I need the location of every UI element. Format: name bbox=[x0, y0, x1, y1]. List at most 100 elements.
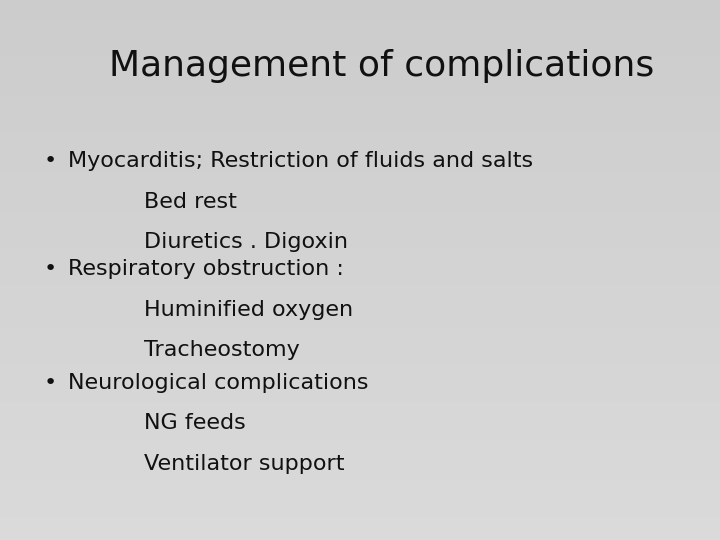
Bar bbox=[0, 202, 720, 205]
Bar bbox=[0, 194, 720, 197]
Bar bbox=[0, 451, 720, 454]
Bar bbox=[0, 184, 720, 186]
Bar bbox=[0, 275, 720, 278]
Bar bbox=[0, 3, 720, 5]
Bar bbox=[0, 470, 720, 472]
Bar bbox=[0, 375, 720, 378]
Bar bbox=[0, 192, 720, 194]
Bar bbox=[0, 70, 720, 73]
Bar bbox=[0, 211, 720, 213]
Bar bbox=[0, 346, 720, 348]
Text: Myocarditis; Restriction of fluids and salts: Myocarditis; Restriction of fluids and s… bbox=[68, 151, 534, 171]
Bar bbox=[0, 281, 720, 284]
Bar bbox=[0, 103, 720, 105]
Bar bbox=[0, 230, 720, 232]
Bar bbox=[0, 140, 720, 143]
Bar bbox=[0, 521, 720, 524]
Bar bbox=[0, 408, 720, 410]
Bar bbox=[0, 181, 720, 184]
Bar bbox=[0, 227, 720, 229]
Bar bbox=[0, 138, 720, 140]
Bar bbox=[0, 332, 720, 335]
Text: •: • bbox=[43, 373, 56, 393]
Bar bbox=[0, 270, 720, 273]
Bar bbox=[0, 529, 720, 532]
Bar bbox=[0, 219, 720, 221]
Bar bbox=[0, 86, 720, 89]
Bar bbox=[0, 113, 720, 116]
Bar bbox=[0, 446, 720, 448]
Bar bbox=[0, 30, 720, 32]
Bar bbox=[0, 478, 720, 481]
Bar bbox=[0, 197, 720, 200]
Text: Bed rest: Bed rest bbox=[144, 192, 237, 212]
Text: •: • bbox=[43, 259, 56, 279]
Text: Diuretics . Digoxin: Diuretics . Digoxin bbox=[144, 232, 348, 252]
Bar bbox=[0, 238, 720, 240]
Bar bbox=[0, 410, 720, 413]
Bar bbox=[0, 254, 720, 256]
Bar bbox=[0, 94, 720, 97]
Bar bbox=[0, 335, 720, 338]
Bar bbox=[0, 24, 720, 27]
Bar bbox=[0, 464, 720, 467]
Text: Tracheostomy: Tracheostomy bbox=[144, 340, 300, 360]
Bar bbox=[0, 8, 720, 11]
Bar bbox=[0, 43, 720, 46]
Bar bbox=[0, 462, 720, 464]
Bar bbox=[0, 159, 720, 162]
Bar bbox=[0, 402, 720, 405]
Bar bbox=[0, 421, 720, 424]
Bar bbox=[0, 0, 720, 3]
Bar bbox=[0, 418, 720, 421]
Bar bbox=[0, 256, 720, 259]
Bar bbox=[0, 367, 720, 370]
Bar bbox=[0, 165, 720, 167]
Bar bbox=[0, 308, 720, 310]
Bar bbox=[0, 513, 720, 516]
Bar bbox=[0, 489, 720, 491]
Text: Ventilator support: Ventilator support bbox=[144, 454, 344, 474]
Bar bbox=[0, 338, 720, 340]
Bar bbox=[0, 32, 720, 35]
Bar bbox=[0, 132, 720, 135]
Bar bbox=[0, 19, 720, 22]
Bar bbox=[0, 381, 720, 383]
Bar bbox=[0, 472, 720, 475]
Bar bbox=[0, 243, 720, 246]
Bar bbox=[0, 119, 720, 122]
Bar bbox=[0, 62, 720, 65]
Text: Huminified oxygen: Huminified oxygen bbox=[144, 300, 353, 320]
Bar bbox=[0, 154, 720, 157]
Bar bbox=[0, 5, 720, 8]
Bar bbox=[0, 51, 720, 54]
Bar bbox=[0, 11, 720, 14]
Bar bbox=[0, 302, 720, 305]
Bar bbox=[0, 456, 720, 459]
Bar bbox=[0, 526, 720, 529]
Bar bbox=[0, 213, 720, 216]
Bar bbox=[0, 424, 720, 427]
Bar bbox=[0, 127, 720, 130]
Bar bbox=[0, 413, 720, 416]
Bar bbox=[0, 405, 720, 408]
Text: Neurological complications: Neurological complications bbox=[68, 373, 369, 393]
Bar bbox=[0, 518, 720, 521]
Bar bbox=[0, 286, 720, 289]
Bar bbox=[0, 324, 720, 327]
Bar bbox=[0, 189, 720, 192]
Bar bbox=[0, 14, 720, 16]
Bar bbox=[0, 316, 720, 319]
Bar bbox=[0, 246, 720, 248]
Bar bbox=[0, 397, 720, 400]
Bar bbox=[0, 386, 720, 389]
Bar bbox=[0, 248, 720, 251]
Text: Respiratory obstruction :: Respiratory obstruction : bbox=[68, 259, 344, 279]
Bar bbox=[0, 178, 720, 181]
Bar bbox=[0, 157, 720, 159]
Bar bbox=[0, 46, 720, 49]
Bar bbox=[0, 483, 720, 486]
Bar bbox=[0, 65, 720, 68]
Bar bbox=[0, 92, 720, 94]
Text: Management of complications: Management of complications bbox=[109, 49, 654, 83]
